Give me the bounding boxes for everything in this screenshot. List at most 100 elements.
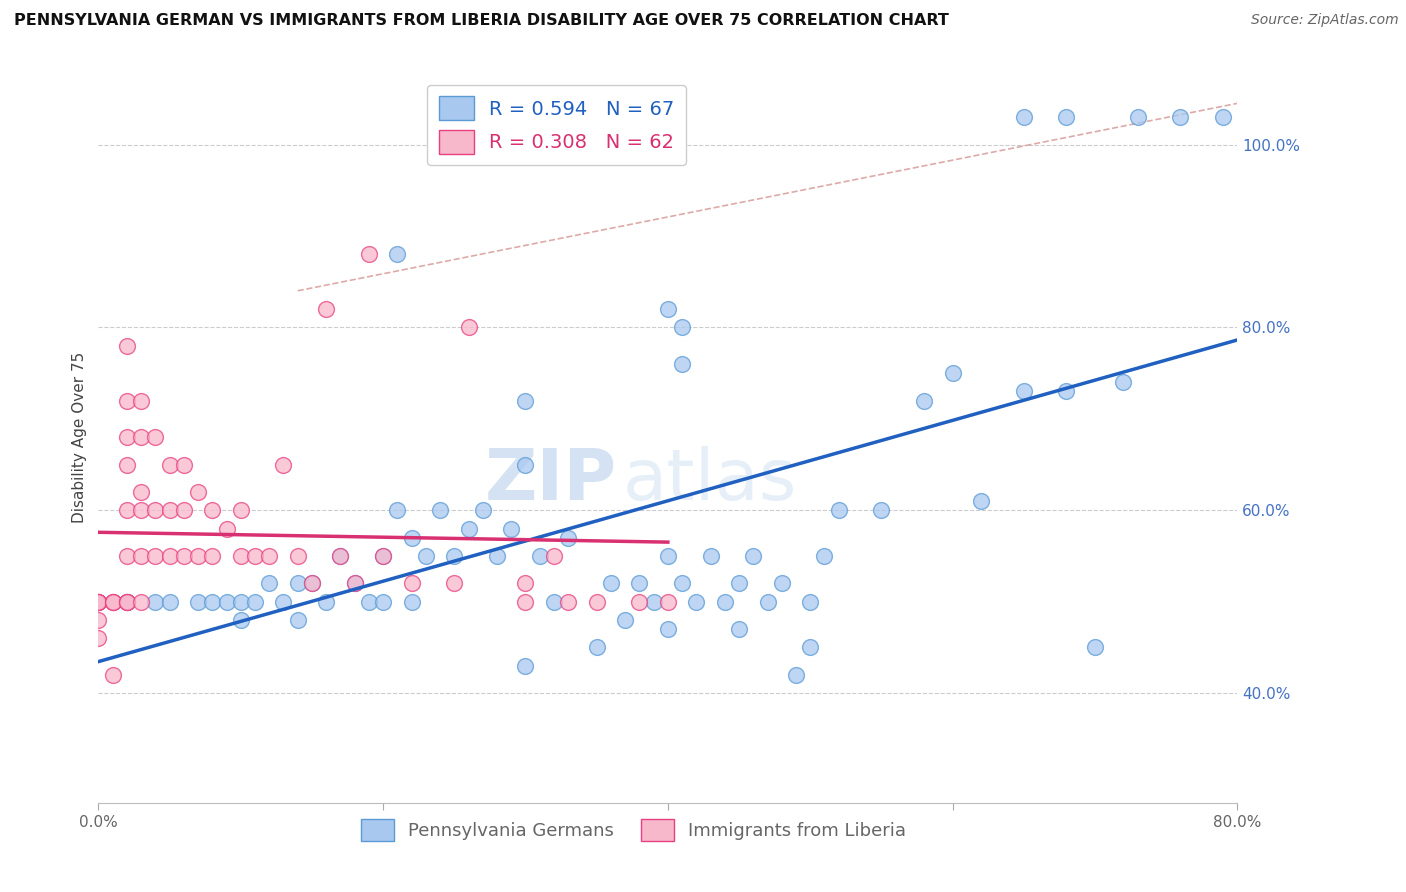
Point	[329, 549, 352, 563]
Point	[259, 549, 281, 563]
Point	[643, 594, 665, 608]
Point	[129, 549, 152, 563]
Point	[129, 485, 152, 500]
Point	[287, 576, 309, 591]
Point	[671, 320, 693, 334]
Point	[357, 247, 380, 261]
Point	[373, 594, 395, 608]
Point	[387, 503, 409, 517]
Point	[357, 594, 380, 608]
Point	[145, 549, 167, 563]
Point	[828, 503, 851, 517]
Point	[515, 594, 537, 608]
Point	[329, 549, 352, 563]
Point	[501, 521, 523, 535]
Point	[699, 549, 721, 563]
Y-axis label: Disability Age Over 75: Disability Age Over 75	[72, 351, 87, 523]
Point	[614, 613, 637, 627]
Point	[1056, 110, 1078, 124]
Point	[1212, 110, 1234, 124]
Point	[101, 594, 124, 608]
Point	[515, 576, 537, 591]
Point	[628, 576, 651, 591]
Point	[471, 503, 494, 517]
Point	[229, 613, 252, 627]
Point	[543, 549, 565, 563]
Point	[87, 613, 110, 627]
Point	[486, 549, 509, 563]
Point	[187, 485, 209, 500]
Point	[671, 357, 693, 371]
Point	[401, 531, 423, 545]
Point	[129, 430, 152, 444]
Point	[770, 576, 793, 591]
Point	[173, 549, 195, 563]
Point	[912, 393, 935, 408]
Point	[301, 576, 323, 591]
Point	[343, 576, 366, 591]
Point	[457, 521, 479, 535]
Point	[1112, 376, 1135, 390]
Legend: Pennsylvania Germans, Immigrants from Liberia: Pennsylvania Germans, Immigrants from Li…	[354, 812, 914, 848]
Text: atlas: atlas	[623, 447, 797, 516]
Point	[515, 458, 537, 472]
Point	[343, 576, 366, 591]
Point	[187, 594, 209, 608]
Point	[159, 458, 181, 472]
Point	[685, 594, 707, 608]
Point	[557, 594, 579, 608]
Point	[129, 594, 152, 608]
Point	[785, 667, 807, 681]
Point	[457, 320, 479, 334]
Point	[443, 576, 465, 591]
Point	[628, 594, 651, 608]
Point	[145, 503, 167, 517]
Point	[315, 301, 337, 317]
Point	[243, 549, 266, 563]
Point	[585, 640, 607, 655]
Point	[115, 338, 138, 352]
Point	[1012, 384, 1035, 399]
Point	[115, 393, 138, 408]
Point	[970, 494, 993, 508]
Point	[129, 393, 152, 408]
Point	[273, 458, 295, 472]
Point	[101, 667, 124, 681]
Point	[799, 640, 821, 655]
Point	[728, 576, 751, 591]
Point	[1084, 640, 1107, 655]
Point	[373, 549, 395, 563]
Point	[115, 458, 138, 472]
Point	[557, 531, 579, 545]
Point	[229, 594, 252, 608]
Point	[515, 393, 537, 408]
Point	[657, 549, 679, 563]
Point	[870, 503, 893, 517]
Point	[515, 658, 537, 673]
Point	[115, 549, 138, 563]
Point	[799, 594, 821, 608]
Point	[173, 503, 195, 517]
Point	[287, 549, 309, 563]
Point	[585, 594, 607, 608]
Point	[201, 503, 224, 517]
Point	[115, 594, 138, 608]
Point	[742, 549, 765, 563]
Point	[429, 503, 451, 517]
Point	[273, 594, 295, 608]
Point	[657, 594, 679, 608]
Text: Source: ZipAtlas.com: Source: ZipAtlas.com	[1251, 13, 1399, 28]
Point	[229, 503, 252, 517]
Point	[259, 576, 281, 591]
Point	[201, 549, 224, 563]
Point	[942, 366, 965, 380]
Point	[159, 594, 181, 608]
Point	[201, 594, 224, 608]
Point	[159, 549, 181, 563]
Point	[1056, 384, 1078, 399]
Point	[229, 549, 252, 563]
Point	[301, 576, 323, 591]
Point	[115, 594, 138, 608]
Point	[315, 594, 337, 608]
Point	[443, 549, 465, 563]
